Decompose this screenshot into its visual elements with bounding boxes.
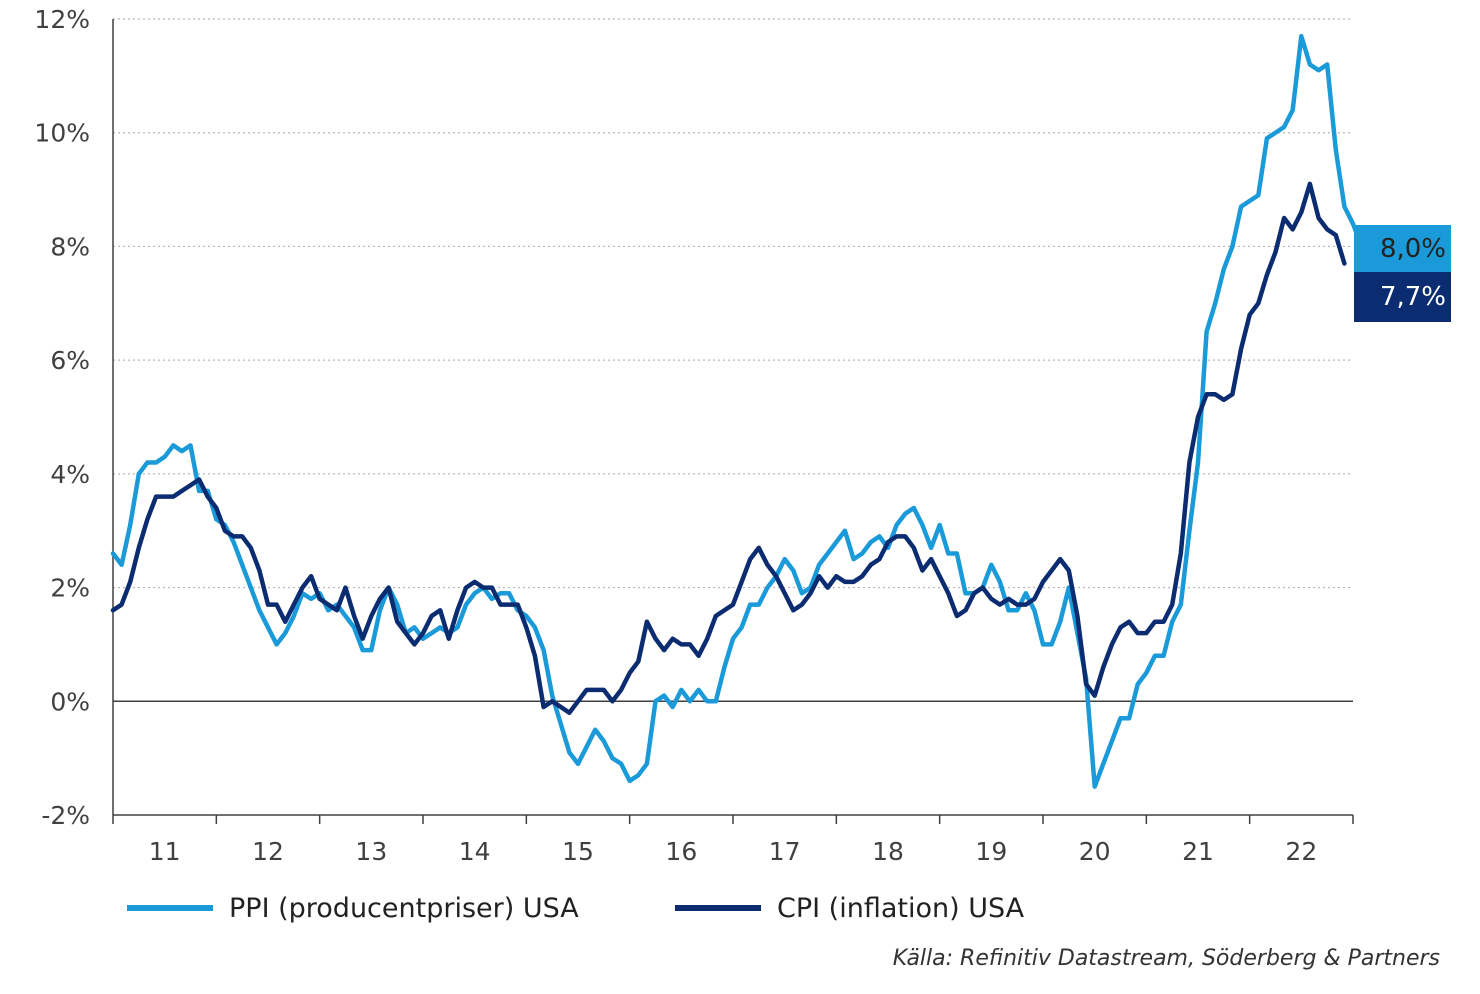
legend-ppi-label: PPI (producentpriser) USA	[229, 893, 579, 924]
x-tick-label: 16	[665, 837, 697, 866]
x-tick-label: 12	[252, 837, 284, 866]
ppi-badge-bg	[1354, 225, 1451, 272]
x-tick-label: 18	[872, 837, 904, 866]
legend: PPI (producentpriser) USA CPI (inflation…	[127, 893, 1025, 924]
source-note: Källa: Refinitiv Datastream, Söderberg &…	[893, 946, 1440, 971]
x-axis-tick-labels: 11 12 13 14 15 16 17 18 19 20 21 22	[149, 837, 1317, 866]
y-tick-label: 12%	[34, 5, 90, 34]
y-tick-label: 4%	[50, 460, 90, 489]
ppi-badge-value: 8,0%	[1380, 234, 1446, 264]
series-lines	[110, 33, 1364, 789]
cpi-badge-value: 7,7%	[1380, 282, 1446, 312]
ppi-series-line	[110, 33, 1364, 789]
y-tick-label: 2%	[50, 574, 90, 603]
x-tick-label: 14	[459, 837, 491, 866]
cpi-badge-bg	[1354, 272, 1451, 322]
axes	[112, 19, 1354, 824]
x-tick-label: 19	[975, 837, 1007, 866]
gridlines	[113, 18, 1353, 589]
legend-cpi-label: CPI (inflation) USA	[777, 893, 1025, 924]
x-tick-label: 21	[1182, 837, 1214, 866]
x-tick-label: 13	[355, 837, 387, 866]
y-tick-label: -2%	[41, 801, 90, 830]
end-value-badges: 8,0% 7,7%	[1354, 225, 1451, 322]
y-tick-label: 0%	[50, 687, 90, 716]
y-tick-label: 10%	[34, 119, 90, 148]
x-tick-label: 22	[1285, 837, 1317, 866]
cpi-series-line	[110, 181, 1347, 715]
x-tick-label: 20	[1079, 837, 1111, 866]
y-tick-label: 6%	[50, 346, 90, 375]
x-tick-label: 11	[149, 837, 181, 866]
x-tick-label: 17	[769, 837, 801, 866]
x-tick-label: 15	[562, 837, 594, 866]
y-tick-label: 8%	[50, 232, 90, 261]
y-axis-tick-labels: 12% 10% 8% 6% 4% 2% 0% -2%	[34, 5, 90, 830]
